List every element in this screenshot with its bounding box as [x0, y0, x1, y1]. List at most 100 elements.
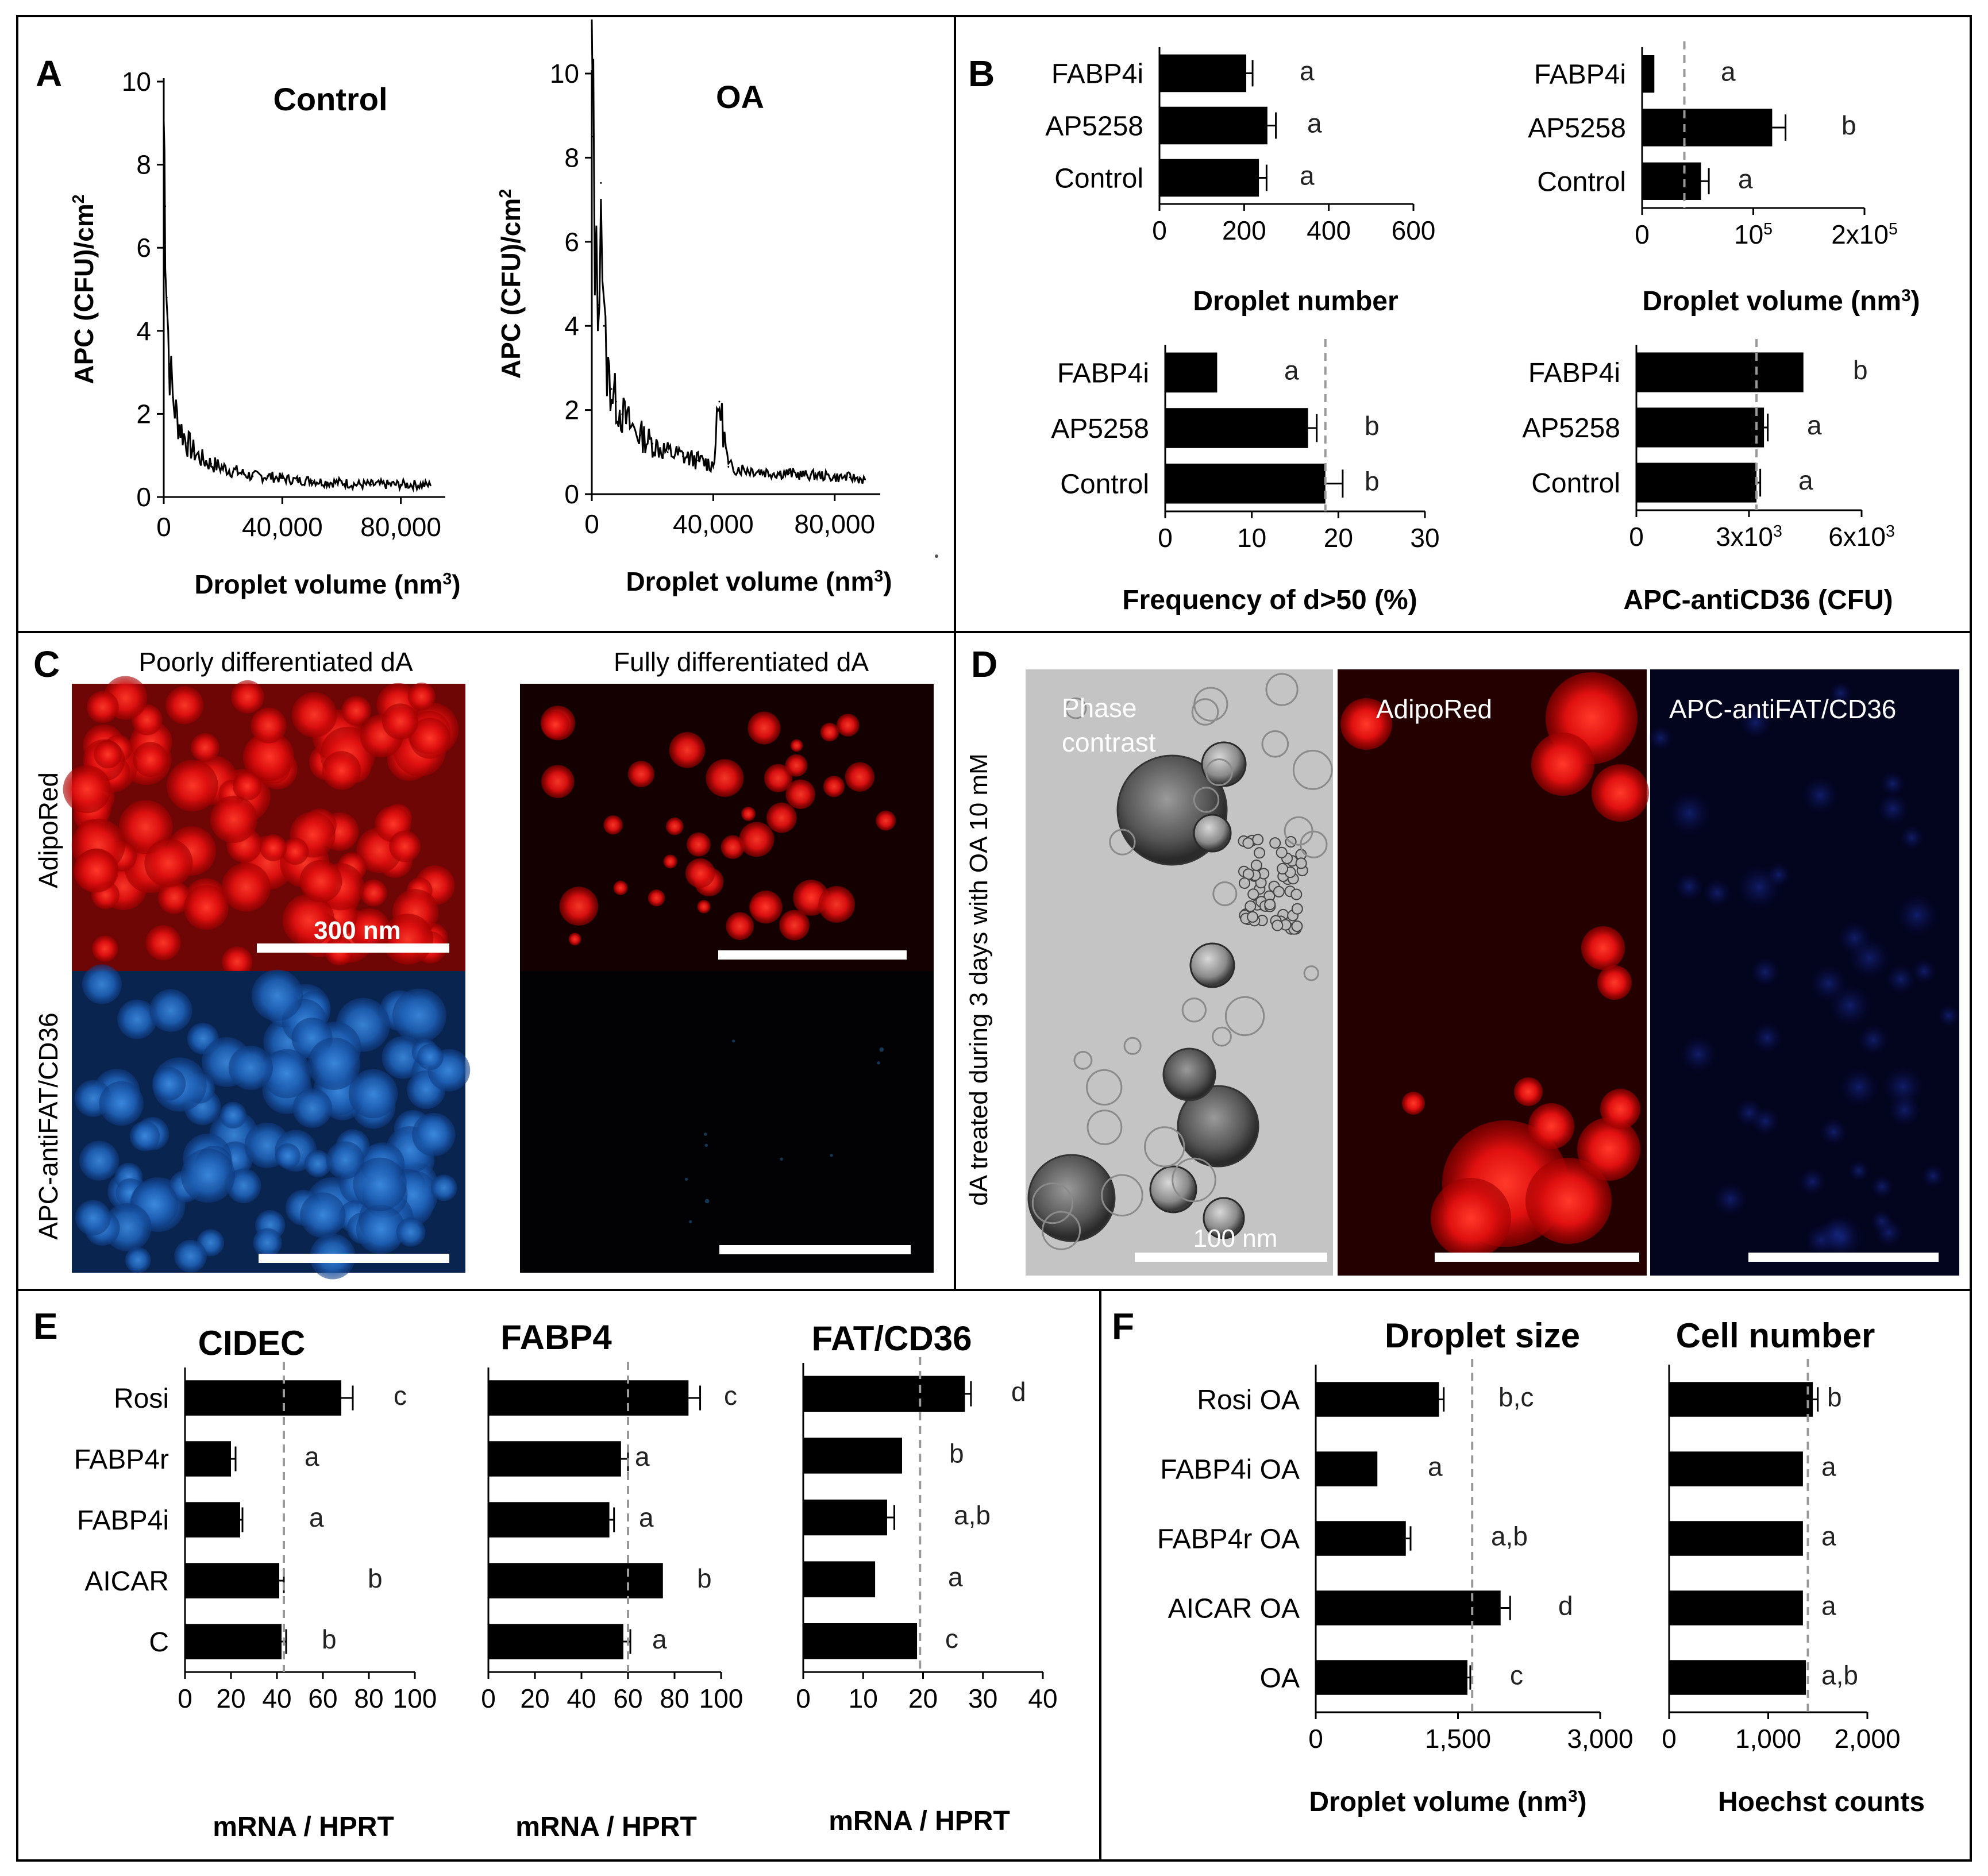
category-label: FABP4i OA: [1160, 1455, 1300, 1485]
cell-blob: [1828, 984, 1872, 1027]
small-droplet: [1290, 888, 1303, 900]
cell-blob: [568, 933, 581, 946]
cell-outline: [1172, 1157, 1216, 1203]
cell-blob: [1839, 1068, 1879, 1107]
significance-letter: b,c: [1498, 1382, 1534, 1412]
y-tick-label: 10: [550, 59, 579, 88]
cell-outline: [1123, 1037, 1142, 1055]
row-label-adipored: AdipoRed: [33, 772, 63, 888]
x-tick-label: 0: [1635, 219, 1650, 249]
small-droplet: [1242, 837, 1254, 849]
cell-blob: [627, 761, 654, 788]
bar: [488, 1380, 689, 1416]
x-tick-label: 20: [216, 1684, 245, 1713]
cell-blob: [1885, 964, 1917, 995]
x-tick-label: 10: [849, 1684, 878, 1713]
cell-blob: [879, 1047, 884, 1052]
data-point: [788, 472, 790, 474]
cell-blob: [663, 854, 677, 869]
cell-blob: [785, 754, 808, 777]
panel-label-c: C: [33, 644, 60, 685]
cell-blob: [541, 711, 569, 739]
cell-blob: [1880, 771, 1906, 796]
y-axis-label: APC (CFU)/cm2: [69, 194, 99, 384]
cell-blob: [613, 880, 628, 895]
x-tick-label: 60: [613, 1684, 642, 1713]
y-tick-label: 2: [136, 399, 151, 429]
bar: [488, 1624, 623, 1659]
cell-blob: [785, 779, 815, 810]
cell-blob: [82, 964, 122, 1004]
category-label: Rosi OA: [1197, 1385, 1300, 1416]
chart-apc-anticd36: 0 3x103 6x103 FABP4i b AP5258 a Control a APC-ant…: [1522, 339, 1895, 615]
cell-blob: [251, 969, 303, 1022]
y-tick-label: 8: [136, 150, 151, 180]
cell-blob: [118, 800, 173, 854]
lipid-blob: [1592, 764, 1649, 822]
cell-blob: [669, 732, 706, 768]
bar: [1636, 463, 1757, 503]
small-droplet: [1247, 911, 1259, 923]
cell-blob: [145, 925, 181, 961]
x-axis-label: Droplet volume (nm3): [1309, 1787, 1586, 1818]
cell-blob: [253, 1228, 282, 1257]
data-point: [682, 455, 684, 457]
cell-blob: [222, 946, 253, 977]
significance-letter: a: [1721, 57, 1736, 87]
bar: [1669, 1382, 1813, 1417]
chart-title: FABP4: [500, 1318, 612, 1357]
data-point: [591, 72, 593, 75]
cell-blob: [818, 886, 855, 923]
cell-blob: [260, 834, 287, 861]
cell-blob: [63, 765, 111, 814]
y-tick-label: 10: [122, 67, 151, 97]
small-droplet: [1269, 837, 1281, 849]
cell-blob: [245, 732, 294, 781]
x-axis-label: Frequency of d>50 (%): [1122, 585, 1417, 615]
side-label: dA treated during 3 days with OA 10 mM: [965, 753, 993, 1206]
cell-blob: [180, 1149, 236, 1203]
cell-blob: [1801, 776, 1839, 814]
chart-title: Droplet size: [1385, 1316, 1580, 1355]
x-tick-label: 0: [156, 512, 171, 542]
cell-blob: [1766, 862, 1791, 888]
cell-blob: [666, 817, 684, 835]
x-tick-label: 2x105: [1831, 219, 1898, 249]
lipid-blob: [1525, 1158, 1612, 1244]
cell-blob: [704, 1199, 710, 1204]
cell-outline: [1284, 816, 1313, 846]
cell-blob: [1937, 1004, 1960, 1027]
data-point: [176, 417, 178, 419]
category-label: AICAR OA: [1168, 1594, 1300, 1624]
chart-droplet-number: 0 200 400 600 FABP4i a AP5258 a Control a Droplet …: [1045, 47, 1435, 317]
data-point: [803, 474, 806, 476]
significance-letter: d: [1011, 1377, 1026, 1407]
data-point: [267, 475, 269, 477]
small-droplet: [1254, 847, 1265, 859]
cell-blob: [144, 838, 193, 887]
data-point: [222, 467, 224, 469]
panel-label-f: F: [1112, 1305, 1134, 1347]
lipid-blob: [1531, 733, 1594, 796]
data-point: [165, 296, 168, 299]
cell-blob: [291, 692, 337, 738]
cell-blob: [685, 1177, 688, 1181]
droplet: [1189, 942, 1235, 988]
lipid-blob: [1600, 1089, 1640, 1129]
x-tick-label: 2,000: [1834, 1724, 1900, 1754]
chart-cidec: 0 20 40 60 80 100 Rosi c FABP4r a FABP4i a AICAR b C b C…: [74, 1324, 437, 1842]
cell-blob: [210, 795, 257, 843]
data-point: [370, 483, 372, 486]
category-label: FABP4i: [1528, 358, 1620, 388]
x-tick-label: 80,000: [360, 512, 441, 542]
data-point: [237, 471, 239, 473]
cell-blob: [749, 890, 783, 924]
x-axis-label: Droplet number: [1193, 286, 1398, 317]
cell-blob: [739, 822, 775, 857]
bar: [1165, 352, 1218, 393]
significance-letter: b: [368, 1563, 383, 1593]
cell-blob: [1870, 1209, 1894, 1233]
x-tick-label: 40: [262, 1684, 291, 1713]
x-tick-label: 0: [1629, 522, 1644, 552]
x-tick-label: 0: [584, 509, 599, 539]
